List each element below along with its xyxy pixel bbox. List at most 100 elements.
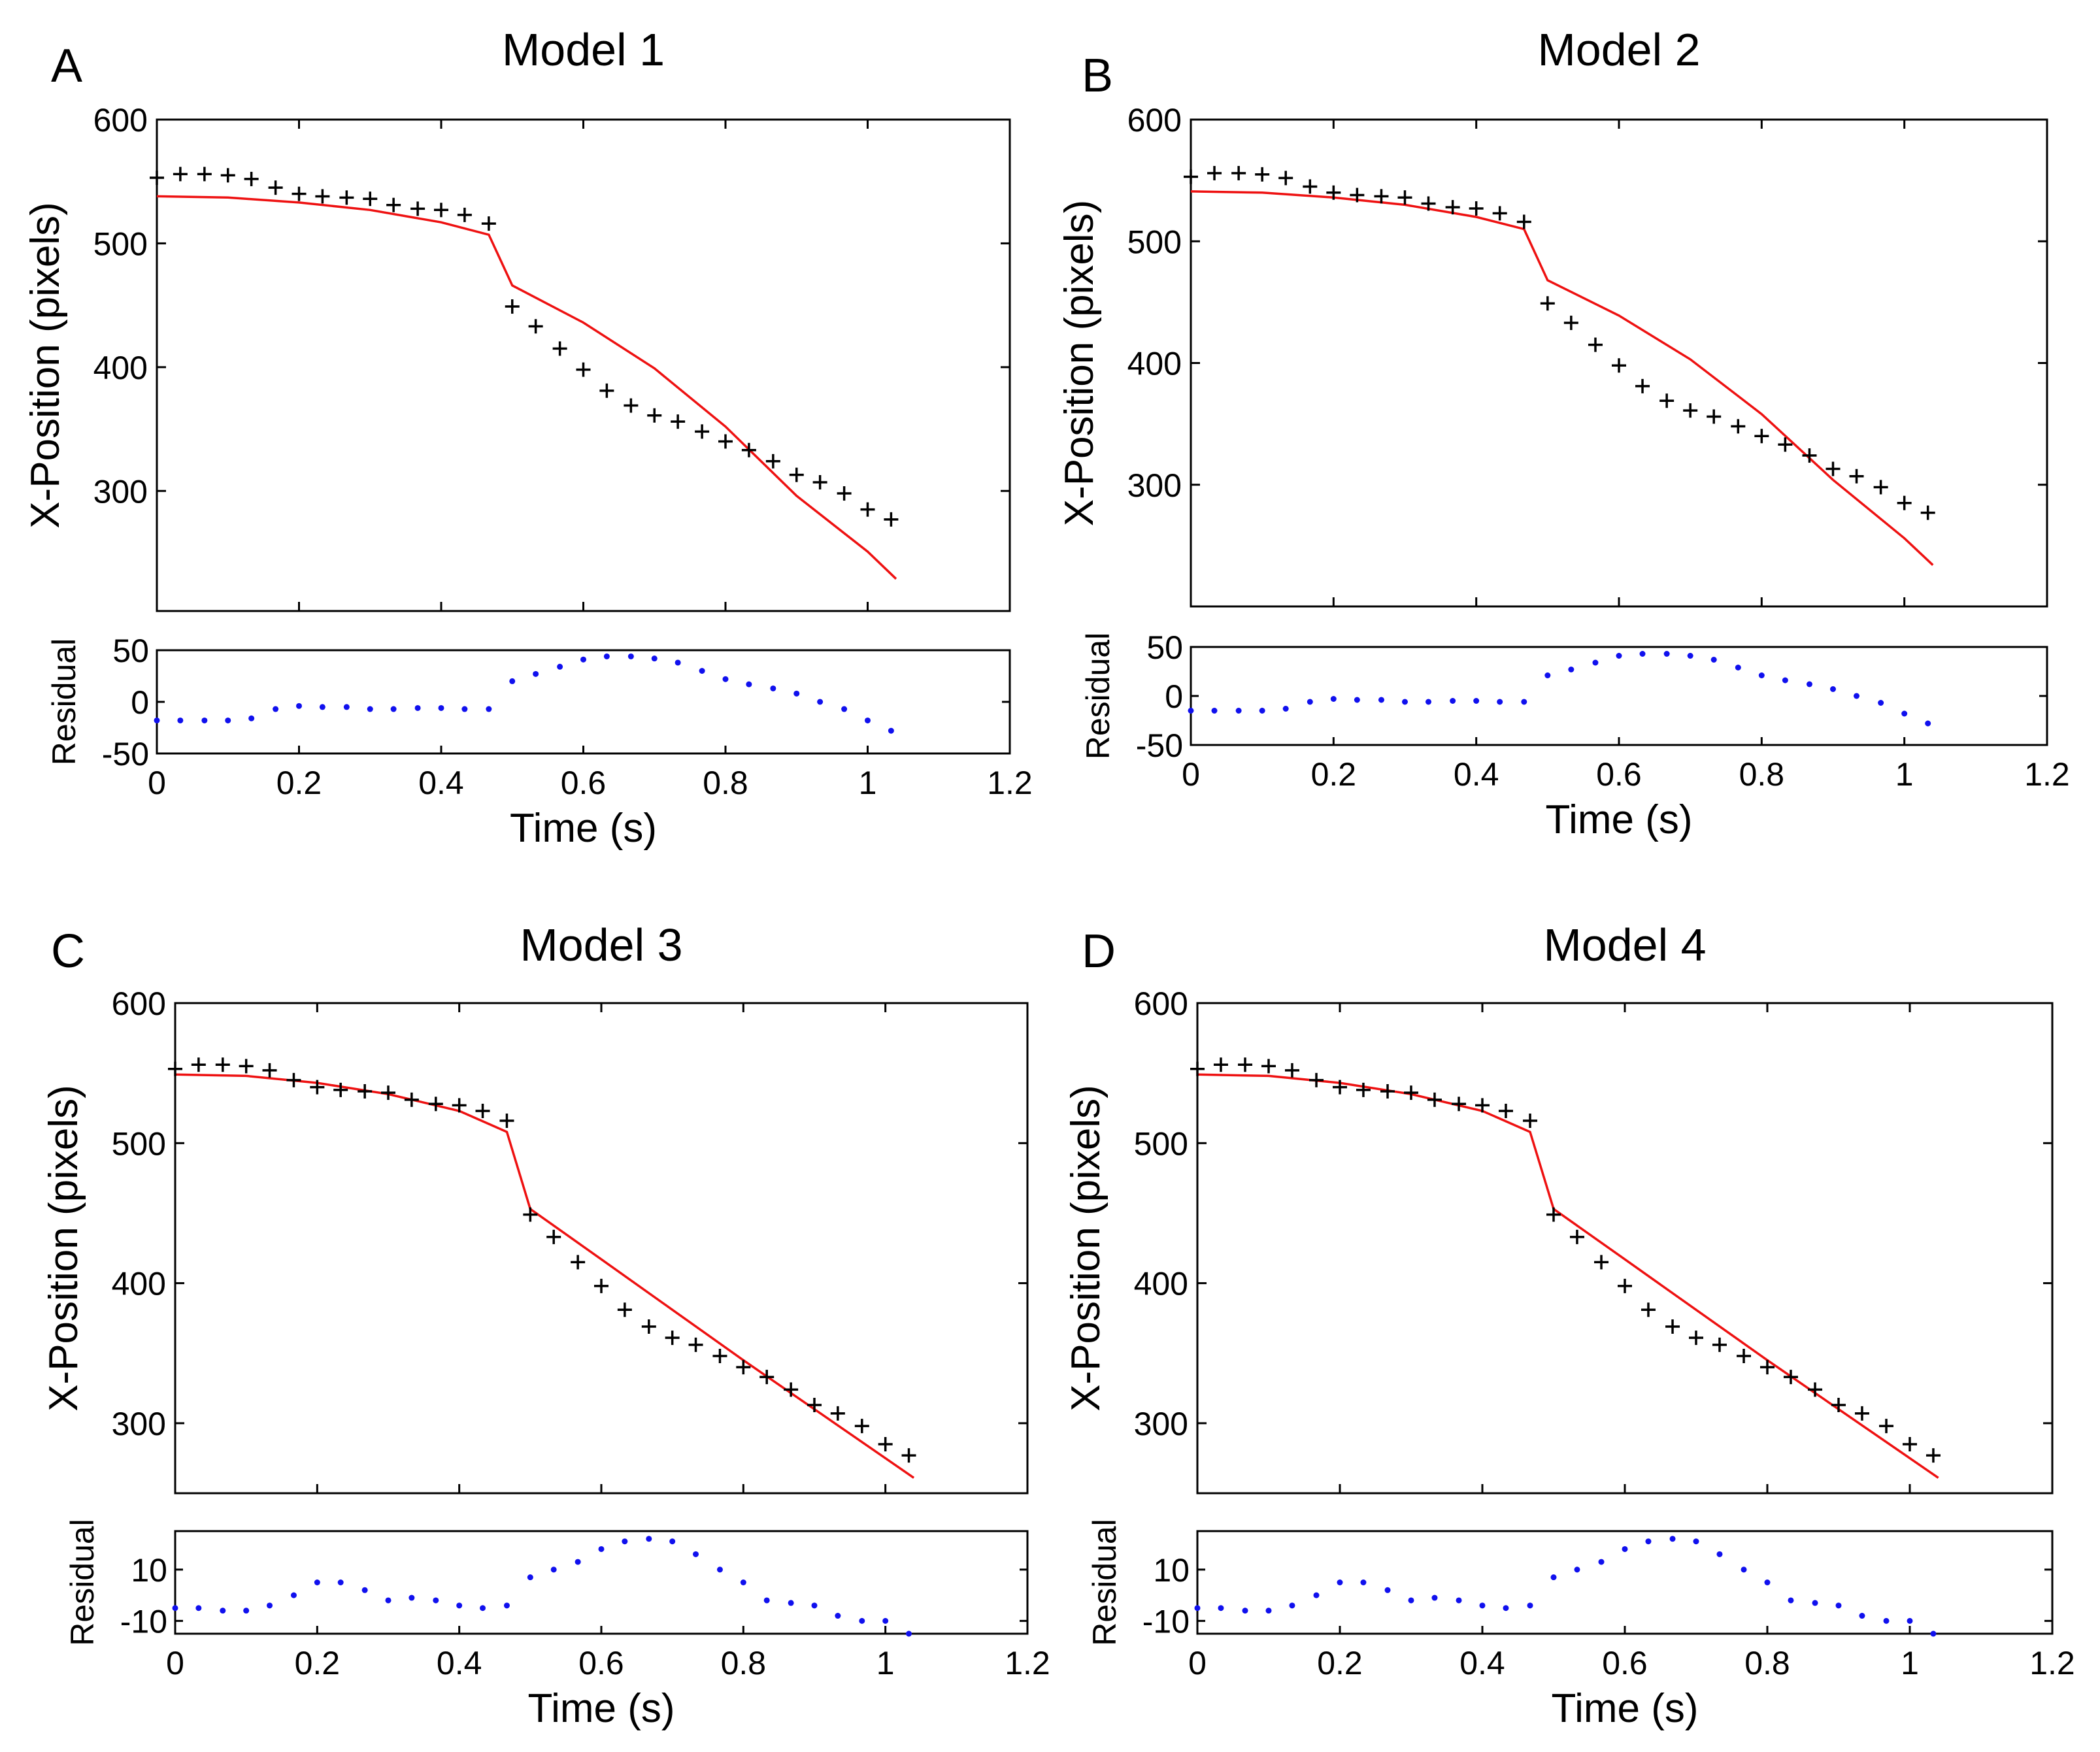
residual-point: [1384, 1587, 1391, 1593]
residual-point: [390, 706, 397, 712]
x-tick-label: 0.2: [295, 1645, 341, 1681]
x-tick-label: 0.6: [1602, 1645, 1648, 1681]
data-point-marker: [599, 383, 614, 398]
data-point-marker: [1618, 1278, 1632, 1293]
residual-point: [1354, 697, 1360, 703]
x-axis-title: Time (s): [1552, 1686, 1699, 1731]
data-point-marker: [812, 475, 827, 490]
residual-point: [1741, 1566, 1747, 1573]
residual-point: [1218, 1605, 1224, 1612]
data-point-marker: [1427, 1092, 1442, 1107]
data-point-marker: [1873, 480, 1888, 495]
x-tick-label: 0.6: [578, 1645, 624, 1681]
data-point-marker: [381, 1085, 395, 1100]
residual-point: [1854, 693, 1860, 699]
residual-point: [1663, 651, 1670, 657]
data-point-marker: [594, 1278, 608, 1293]
data-point-marker: [688, 1337, 703, 1352]
residual-point: [1259, 708, 1265, 714]
data-point-marker: [1356, 1082, 1371, 1097]
data-point-marker: [546, 1229, 561, 1244]
data-point-marker: [784, 1382, 799, 1397]
data-point-marker: [837, 486, 852, 501]
data-point-marker: [286, 1072, 301, 1087]
data-point-marker: [1546, 1207, 1561, 1222]
data-point-marker: [789, 467, 804, 482]
data-point-marker: [1374, 189, 1389, 204]
residual-point: [1242, 1608, 1248, 1614]
y-tick-label: 500: [112, 1125, 166, 1162]
residual-y-tick-label: -10: [120, 1603, 167, 1640]
x-tick-label: 0.2: [1311, 756, 1357, 793]
data-point-marker: [1380, 1084, 1395, 1099]
main-plot-frame: [1196, 1002, 2054, 1495]
residual-point: [290, 1592, 297, 1598]
panel-c: C Model 3 300 400 500 600 X-Position (pixels) 0…: [41, 919, 1050, 1731]
x-tick-label: 0: [166, 1645, 184, 1681]
y-tick-label: 500: [1134, 1125, 1188, 1162]
residual-point: [622, 1538, 628, 1545]
residual-point: [651, 655, 658, 662]
x-tick-label: 1.2: [2024, 756, 2070, 793]
x-axis-title: Time (s): [1546, 797, 1693, 842]
residual-point: [533, 670, 539, 677]
residual-point: [1806, 681, 1812, 687]
residual-y-axis-title: Residual: [1086, 1519, 1123, 1646]
data-point-marker: [1540, 296, 1555, 311]
data-point-marker: [1523, 1114, 1538, 1128]
data-point-marker: [884, 512, 899, 527]
data-point-marker: [150, 171, 164, 186]
data-point-marker: [1397, 190, 1412, 205]
residual-point: [433, 1597, 439, 1604]
residual-point: [557, 663, 563, 670]
data-point-marker: [1333, 1080, 1347, 1095]
residual-point: [1901, 710, 1908, 717]
residual-point: [627, 653, 634, 659]
residual-point: [716, 1566, 723, 1573]
residual-point: [1235, 708, 1242, 714]
residual-point: [1402, 699, 1408, 705]
residual-point: [1859, 1613, 1865, 1619]
main-axes: 300 400 500 600 X-Position (pixels): [41, 985, 1029, 1495]
data-point-marker: [1213, 1057, 1228, 1072]
y-tick-label: 400: [1127, 346, 1182, 382]
residual-point: [154, 717, 160, 723]
residual-point: [1431, 1595, 1438, 1601]
data-point-marker: [1737, 1349, 1752, 1363]
residual-point: [273, 706, 279, 712]
data-point-marker: [759, 1370, 775, 1385]
residual-point: [225, 717, 231, 723]
data-point-marker: [1516, 214, 1531, 229]
x-tick-label: 0.4: [1454, 756, 1499, 793]
residual-point: [177, 717, 184, 723]
residual-axes: 0 0.2 0.4 0.6 0.8 1 1.2 -10 10 Residual: [1086, 1519, 2075, 1681]
residual-point: [201, 717, 208, 723]
data-point-marker: [505, 299, 520, 314]
data-point-marker: [1879, 1419, 1894, 1434]
residual-point: [1830, 686, 1836, 692]
y-tick-label: 400: [93, 350, 148, 386]
residual-point: [1265, 1608, 1272, 1614]
y-tick-label: 600: [1134, 985, 1188, 1022]
model-fit-line: [1190, 190, 1934, 566]
residual-point: [480, 1605, 486, 1612]
residual-point: [740, 1579, 746, 1585]
x-tick-label: 1: [1901, 1645, 1919, 1681]
residual-point: [1450, 698, 1456, 704]
residual-point: [722, 676, 729, 682]
data-point-marker: [1309, 1072, 1324, 1087]
residual-point: [343, 704, 350, 710]
x-tick-label: 0.4: [437, 1645, 482, 1681]
residual-point: [699, 668, 705, 674]
residual-point: [1408, 1597, 1414, 1604]
residual-point: [296, 702, 302, 709]
data-point-marker: [695, 424, 710, 439]
panel-letter: A: [51, 40, 82, 92]
residual-point: [1527, 1602, 1533, 1609]
data-point-marker: [268, 180, 283, 195]
data-point-marker: [901, 1448, 916, 1463]
data-point-marker: [457, 207, 472, 222]
data-point-marker: [765, 454, 780, 469]
